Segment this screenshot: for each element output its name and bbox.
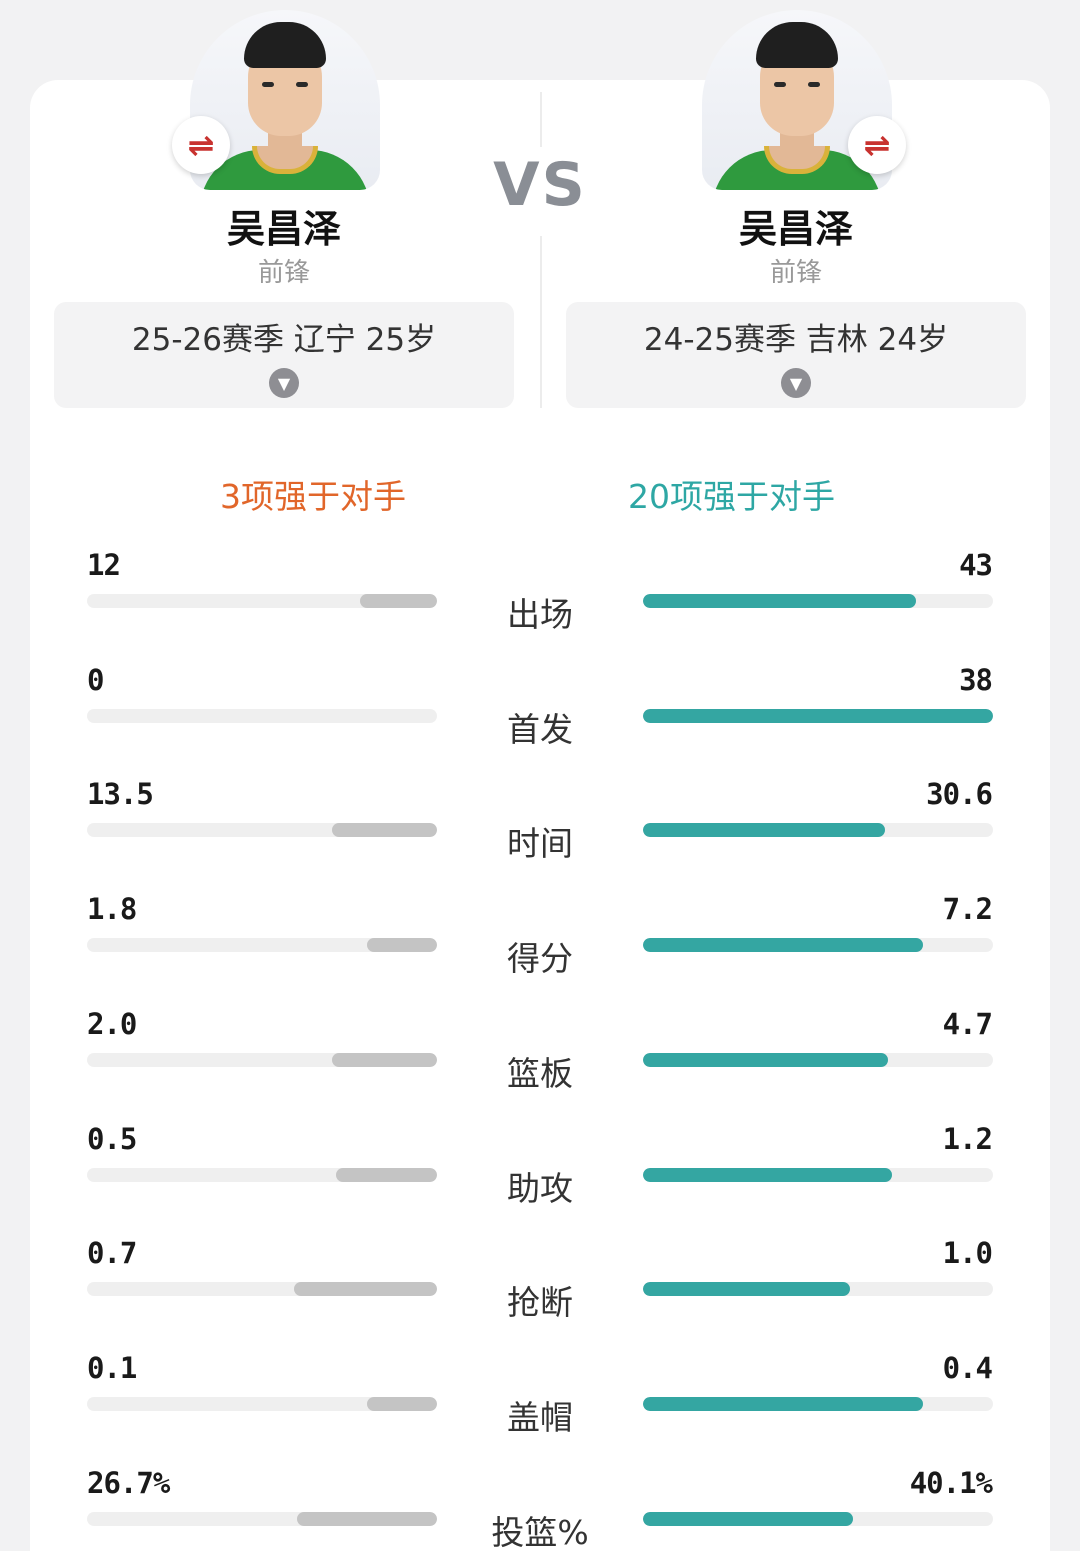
stat-label: 得分 xyxy=(507,939,573,979)
stat-row: 13.5 30.6 时间 xyxy=(0,777,1080,892)
left-stat-bar xyxy=(367,1396,437,1411)
right-season-label: 24-25赛季 吉林 24岁 xyxy=(643,322,949,358)
stat-label: 抢断 xyxy=(507,1283,573,1323)
right-stat-bar-track xyxy=(643,1396,993,1411)
left-stat-bar-track xyxy=(87,594,437,608)
right-season-selector[interactable]: 24-25赛季 吉林 24岁 ▼ xyxy=(566,302,1026,408)
right-stat-bar-track xyxy=(643,594,993,608)
left-stat-bar-track xyxy=(87,708,437,723)
left-stat-bar xyxy=(367,938,437,953)
stat-label: 时间 xyxy=(507,824,573,864)
right-stat-bar-track xyxy=(643,938,993,953)
right-stat-bar xyxy=(643,708,993,723)
left-stat-bar-track xyxy=(87,1282,437,1297)
right-stat-bar xyxy=(643,823,885,838)
left-stat-bar-track xyxy=(87,1167,437,1182)
stat-row: 0.5 1.2 助攻 xyxy=(0,1122,1080,1237)
left-stat-value: 0.7 xyxy=(87,1236,137,1271)
right-stat-value: 1.0 xyxy=(942,1236,993,1271)
right-stat-bar xyxy=(643,1282,850,1297)
left-stat-value: 0.5 xyxy=(87,1121,137,1156)
left-stat-value: 26.7% xyxy=(87,1465,170,1500)
right-stat-bar xyxy=(643,938,923,953)
right-stat-bar-track xyxy=(643,1052,993,1067)
left-player-name: 吴昌泽 xyxy=(226,207,341,251)
right-stat-value: 38 xyxy=(959,662,993,697)
right-stat-bar-track xyxy=(643,1167,993,1182)
stat-row: 12 43 出场 xyxy=(0,548,1080,663)
stat-row: 26.7% 40.1% 投篮% xyxy=(0,1466,1080,1551)
left-summary: 3项强于对手 xyxy=(220,477,406,516)
left-stat-bar xyxy=(297,1511,437,1526)
right-stat-value: 43 xyxy=(959,548,993,582)
right-stat-value: 7.2 xyxy=(942,892,993,927)
left-stat-bar-track xyxy=(87,938,437,953)
left-stat-value: 0 xyxy=(87,662,104,697)
right-stat-bar xyxy=(643,1511,853,1526)
left-stat-value: 12 xyxy=(87,548,121,582)
right-player-avatar[interactable] xyxy=(702,10,892,190)
left-stat-bar xyxy=(332,1052,437,1067)
left-stat-value: 0.1 xyxy=(87,1350,137,1385)
left-stat-bar-track xyxy=(87,823,437,838)
left-stat-bar-track xyxy=(87,1511,437,1526)
left-stat-value: 1.8 xyxy=(87,892,137,927)
left-stat-bar xyxy=(293,1282,437,1297)
left-season-selector[interactable]: 25-26赛季 辽宁 25岁 ▼ xyxy=(54,302,514,408)
right-stat-bar-track xyxy=(643,823,993,838)
left-player-avatar[interactable] xyxy=(190,10,380,190)
stat-label: 盖帽 xyxy=(507,1397,573,1437)
right-stat-value: 4.7 xyxy=(942,1006,993,1041)
stat-row: 1.8 7.2 得分 xyxy=(0,892,1080,1007)
stat-row: 0 38 首发 xyxy=(0,663,1080,778)
right-stat-value: 0.4 xyxy=(942,1350,993,1385)
right-player-position: 前锋 xyxy=(769,258,822,288)
stat-label: 助攻 xyxy=(507,1168,573,1208)
stat-row: 0.1 0.4 盖帽 xyxy=(0,1351,1080,1466)
right-summary: 20项强于对手 xyxy=(628,477,835,516)
stat-label: 投篮% xyxy=(491,1512,589,1551)
right-stat-value: 30.6 xyxy=(926,777,993,812)
right-stat-bar xyxy=(643,594,916,608)
chevron-down-icon[interactable]: ▼ xyxy=(269,368,299,398)
chevron-down-icon[interactable]: ▼ xyxy=(781,368,811,398)
left-stat-value: 2.0 xyxy=(87,1006,137,1041)
right-stat-bar xyxy=(643,1052,888,1067)
right-stat-bar xyxy=(643,1167,892,1182)
stat-row: 0.7 1.0 抢断 xyxy=(0,1236,1080,1351)
left-stat-value: 13.5 xyxy=(87,777,154,812)
left-stat-bar xyxy=(335,1167,437,1182)
right-stat-value: 40.1% xyxy=(909,1465,993,1500)
right-swap-icon[interactable]: ⇌ xyxy=(848,116,906,174)
left-swap-icon[interactable]: ⇌ xyxy=(172,116,230,174)
right-stat-bar-track xyxy=(643,1282,993,1297)
stat-label: 首发 xyxy=(507,709,573,749)
left-stat-bar xyxy=(332,823,437,838)
left-season-label: 25-26赛季 辽宁 25岁 xyxy=(131,322,437,358)
left-stat-bar xyxy=(360,594,437,608)
divider-bottom xyxy=(540,236,542,408)
vs-label: VS xyxy=(493,150,587,220)
left-stat-bar-track xyxy=(87,1052,437,1067)
divider-top xyxy=(540,92,542,147)
stat-row: 2.0 4.7 篮板 xyxy=(0,1007,1080,1122)
right-player-name: 吴昌泽 xyxy=(738,207,853,251)
right-stat-bar-track xyxy=(643,708,993,723)
right-stat-value: 1.2 xyxy=(942,1121,993,1156)
stat-label: 篮板 xyxy=(507,1053,573,1093)
left-player-position: 前锋 xyxy=(257,258,310,288)
stat-label: 出场 xyxy=(507,595,573,634)
right-stat-bar-track xyxy=(643,1511,993,1526)
left-stat-bar-track xyxy=(87,1396,437,1411)
right-stat-bar xyxy=(643,1396,923,1411)
